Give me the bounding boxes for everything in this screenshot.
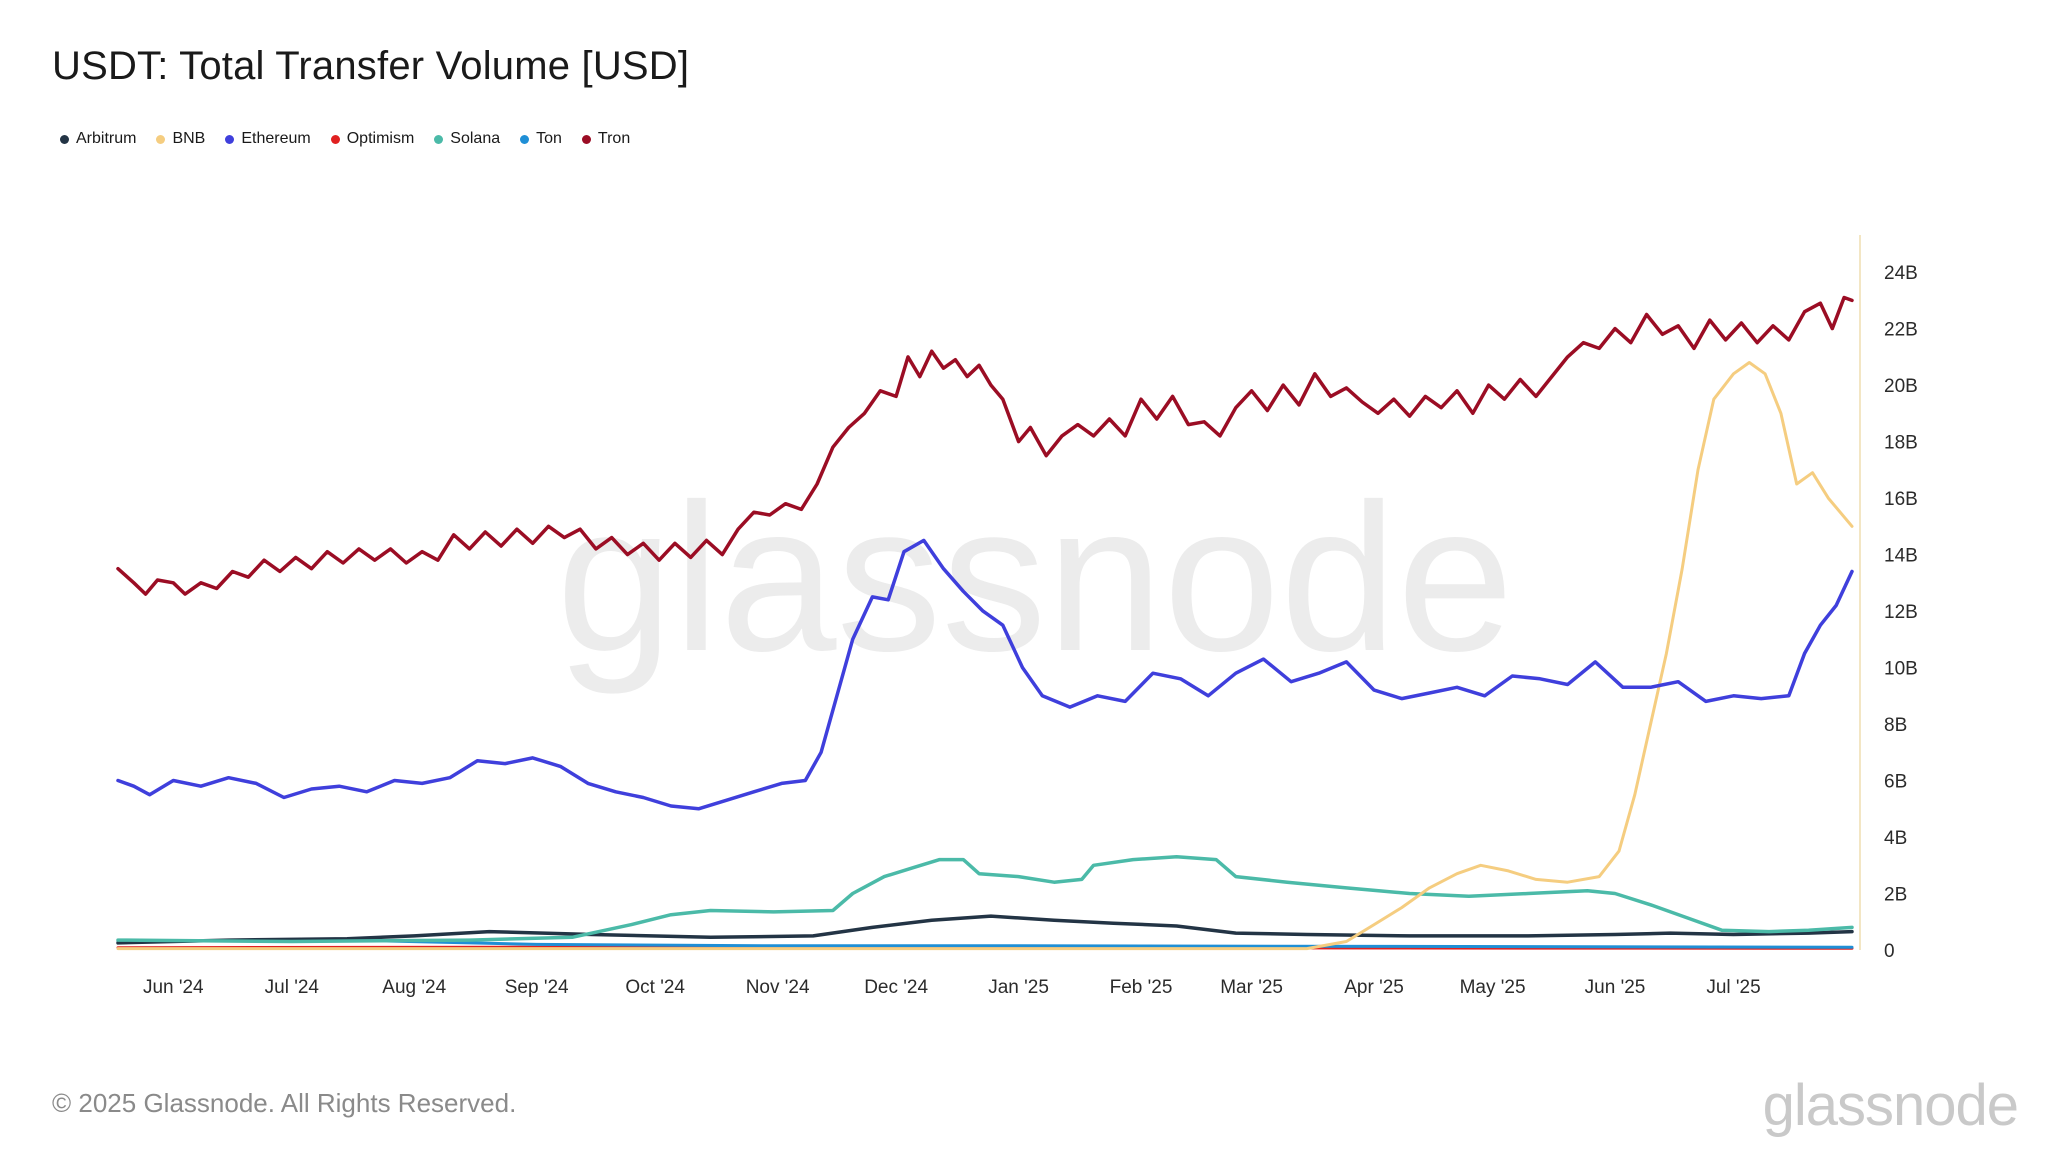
x-tick-label: Jan '25 xyxy=(988,977,1049,998)
chart-title: USDT: Total Transfer Volume [USD] xyxy=(52,44,690,88)
legend-item-ton[interactable]: Ton xyxy=(520,130,562,148)
x-tick-label: Jun '25 xyxy=(1585,977,1646,998)
legend: Arbitrum BNB Ethereum Optimism Solana Ton Tron xyxy=(60,130,630,148)
legend-dot-icon xyxy=(520,134,530,144)
x-tick-label: Apr '25 xyxy=(1344,977,1404,998)
legend-item-optimism[interactable]: Optimism xyxy=(330,130,415,148)
legend-dot-icon xyxy=(330,134,340,144)
y-tick-label: 12B xyxy=(1884,602,1918,623)
x-tick-label: Mar '25 xyxy=(1220,977,1283,998)
chart-watermark: glassnode xyxy=(556,460,1513,695)
x-tick-label: Feb '25 xyxy=(1110,977,1173,998)
x-tick-label: Nov '24 xyxy=(746,977,810,998)
x-tick-label: Jul '25 xyxy=(1706,977,1760,998)
legend-label: Ethereum xyxy=(241,130,311,147)
y-tick-label: 20B xyxy=(1884,376,1918,397)
y-tick-label: 16B xyxy=(1884,489,1918,510)
y-tick-label: 0 xyxy=(1884,941,1895,962)
legend-label: BNB xyxy=(172,130,206,147)
series-lines xyxy=(116,295,1854,951)
series-line-solana xyxy=(116,855,1854,944)
series-line-tron xyxy=(116,295,1854,596)
x-axis: Jun '24 Jul '24 Aug '24 Sep '24 Oct '24 Nov '… xyxy=(143,977,1761,998)
legend-dot-icon xyxy=(60,134,69,144)
y-tick-label: 4B xyxy=(1884,828,1907,849)
glassnode-logo: glassnode xyxy=(1762,1073,2019,1138)
y-tick-label: 10B xyxy=(1884,659,1918,680)
series-line-bnb xyxy=(116,361,1854,951)
legend-label: Arbitrum xyxy=(76,130,137,147)
x-tick-label: Oct '24 xyxy=(625,977,685,998)
y-tick-label: 6B xyxy=(1884,772,1907,793)
legend-item-tron[interactable]: Tron xyxy=(581,130,631,148)
legend-label: Optimism xyxy=(346,130,415,147)
legend-dot-icon xyxy=(434,134,444,144)
legend-item-ethereum[interactable]: Ethereum xyxy=(225,130,311,148)
y-tick-label: 24B xyxy=(1884,263,1918,284)
legend-dot-icon xyxy=(225,134,235,144)
series-line-arbitrum xyxy=(116,914,1854,945)
legend-label: Solana xyxy=(450,130,501,147)
x-tick-label: May '25 xyxy=(1460,977,1526,998)
y-tick-label: 14B xyxy=(1884,546,1918,567)
legend-item-bnb[interactable]: BNB xyxy=(156,130,205,148)
y-axis: 0 2B 4B 6B 8B 10B 12B 14B 16B 18B 20B 22B 24B xyxy=(1859,235,1918,962)
legend-dot-icon xyxy=(156,134,166,144)
x-tick-label: Aug '24 xyxy=(382,977,446,998)
y-tick-label: 8B xyxy=(1884,715,1907,736)
y-tick-label: 18B xyxy=(1884,433,1918,454)
legend-item-arbitrum[interactable]: Arbitrum xyxy=(60,130,136,148)
legend-label: Ton xyxy=(536,130,562,147)
x-tick-label: Sep '24 xyxy=(505,977,569,998)
series-line-ethereum xyxy=(116,538,1854,811)
legend-item-solana[interactable]: Solana xyxy=(434,130,500,148)
y-tick-label: 2B xyxy=(1884,885,1907,906)
x-tick-label: Jul '24 xyxy=(265,977,320,998)
legend-label: Tron xyxy=(597,130,631,147)
legend-dot-icon xyxy=(581,134,591,144)
copyright-notice: © 2025 Glassnode. All Rights Reserved. xyxy=(52,1088,517,1118)
y-tick-label: 22B xyxy=(1884,320,1918,341)
x-tick-label: Dec '24 xyxy=(864,977,928,998)
x-tick-label: Jun '24 xyxy=(143,977,204,998)
